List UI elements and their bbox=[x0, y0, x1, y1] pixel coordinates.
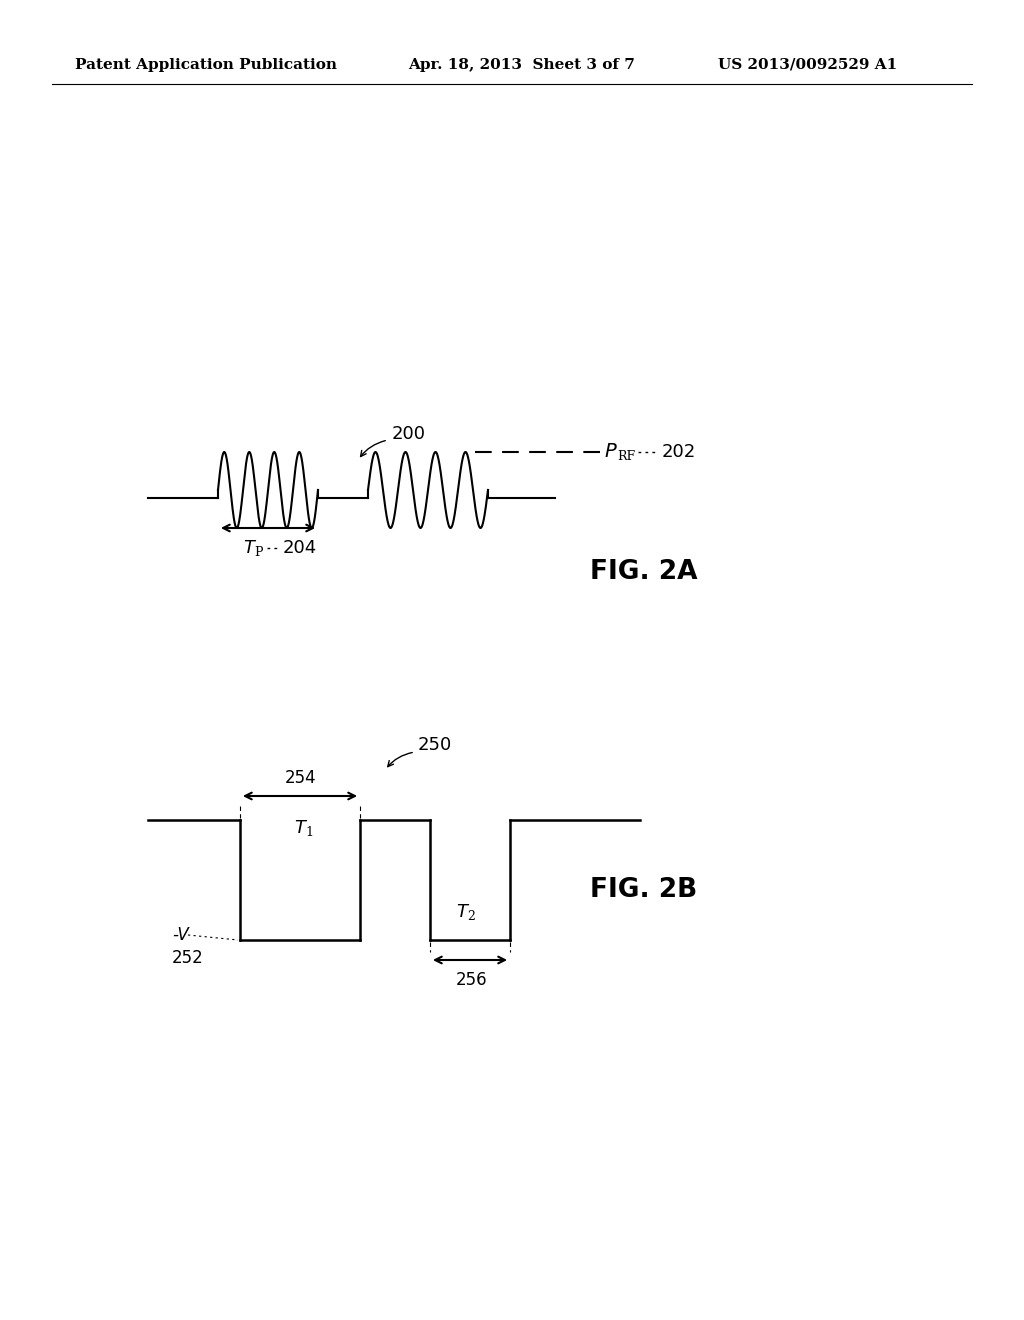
Text: FIG. 2B: FIG. 2B bbox=[590, 876, 697, 903]
Text: -V: -V bbox=[172, 927, 188, 944]
Text: RF: RF bbox=[617, 450, 635, 463]
Text: US 2013/0092529 A1: US 2013/0092529 A1 bbox=[718, 58, 897, 73]
Text: 252: 252 bbox=[172, 949, 204, 968]
Text: 2: 2 bbox=[467, 911, 475, 924]
Text: 204: 204 bbox=[283, 539, 317, 557]
Text: 200: 200 bbox=[392, 425, 426, 444]
Text: 202: 202 bbox=[662, 444, 696, 461]
Text: $T$: $T$ bbox=[456, 903, 470, 921]
Text: 256: 256 bbox=[456, 972, 487, 989]
Text: $T$: $T$ bbox=[294, 818, 308, 837]
Text: $T$: $T$ bbox=[243, 539, 257, 557]
Text: 250: 250 bbox=[418, 737, 453, 754]
Text: FIG. 2A: FIG. 2A bbox=[590, 558, 697, 585]
Text: P: P bbox=[254, 545, 262, 558]
Text: 1: 1 bbox=[305, 826, 313, 840]
Text: 254: 254 bbox=[285, 770, 316, 787]
Text: $P$: $P$ bbox=[604, 444, 617, 461]
Text: Patent Application Publication: Patent Application Publication bbox=[75, 58, 337, 73]
Text: Apr. 18, 2013  Sheet 3 of 7: Apr. 18, 2013 Sheet 3 of 7 bbox=[408, 58, 635, 73]
